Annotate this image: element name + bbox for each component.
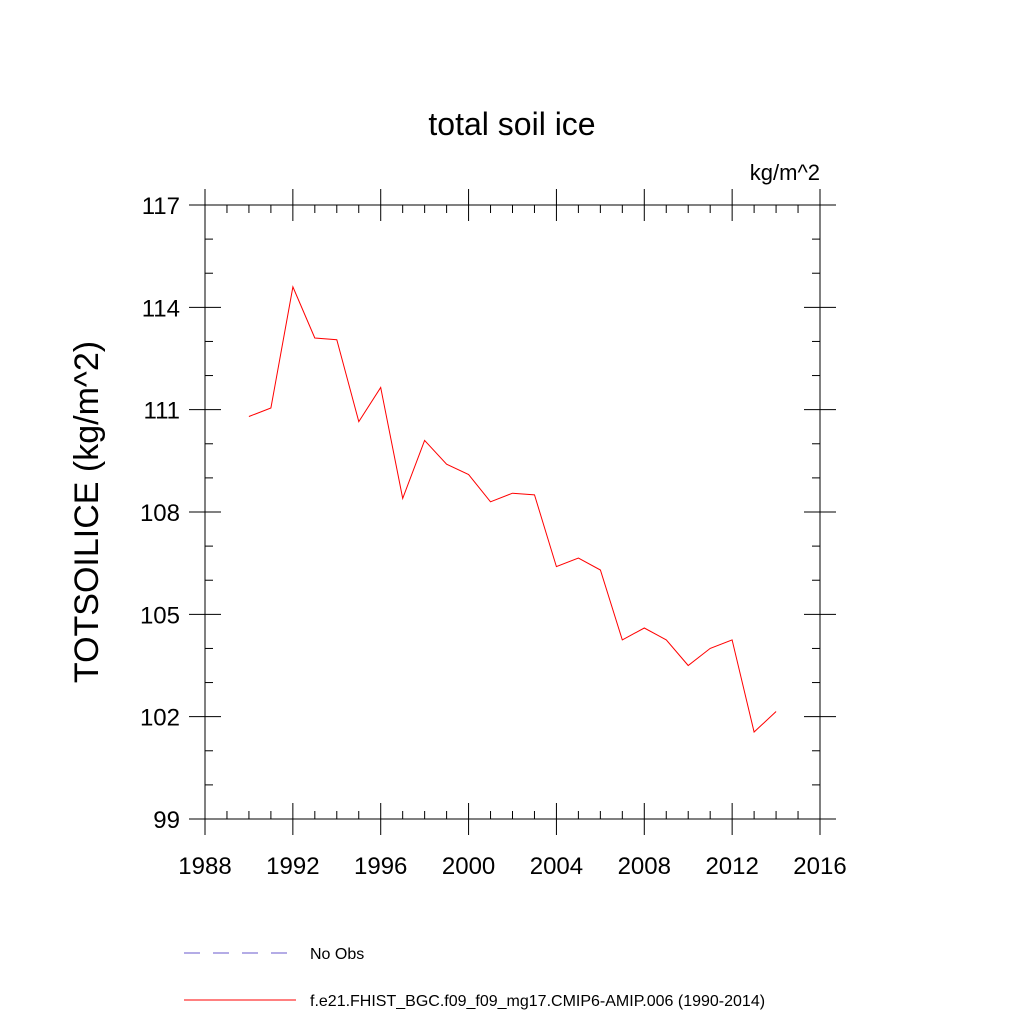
data-point bbox=[577, 557, 580, 560]
data-point bbox=[269, 406, 272, 409]
plot-frame-layer bbox=[204, 204, 821, 820]
y-tick-label: 111 bbox=[144, 398, 180, 425]
x-tick-label: 1988 bbox=[178, 853, 231, 880]
legend: No Obs f.e21.FHIST_BGC.f09_f09_mg17.CMIP… bbox=[184, 946, 765, 1010]
data-point bbox=[665, 638, 668, 641]
data-point bbox=[621, 638, 624, 641]
data-point bbox=[555, 565, 558, 568]
data-point bbox=[313, 337, 316, 340]
y-axis-label: TOTSOILICE (kg/m^2) bbox=[68, 341, 106, 683]
series-line bbox=[248, 285, 777, 733]
y-tick-label: 108 bbox=[140, 500, 180, 527]
data-point bbox=[687, 664, 690, 667]
data-point bbox=[511, 492, 514, 495]
legend-label-no-obs: No Obs bbox=[310, 946, 364, 963]
plot-frame bbox=[204, 204, 821, 820]
data-point bbox=[247, 415, 250, 418]
y-tick-label: 114 bbox=[142, 295, 180, 322]
data-point bbox=[357, 420, 360, 423]
x-tick-label: 2008 bbox=[618, 853, 671, 880]
data-point bbox=[467, 473, 470, 476]
y-tick-label: 117 bbox=[142, 193, 180, 220]
x-tick-label: 2012 bbox=[705, 853, 758, 880]
y-tick-label: 102 bbox=[140, 705, 180, 732]
series-layer bbox=[247, 285, 778, 734]
data-point bbox=[379, 386, 382, 389]
data-point bbox=[599, 568, 602, 571]
data-point bbox=[423, 439, 426, 442]
x-tick-label: 2000 bbox=[442, 853, 495, 880]
axes: 1988 1992 1996 2000 2004 2008 2012 2016 99 102 105… bbox=[140, 189, 847, 880]
x-tick-label: 2016 bbox=[793, 853, 846, 880]
x-tick-label: 2004 bbox=[530, 853, 583, 880]
data-point bbox=[401, 497, 404, 500]
data-point bbox=[291, 285, 294, 288]
data-point bbox=[445, 463, 448, 466]
data-point bbox=[753, 731, 756, 734]
data-point bbox=[775, 710, 778, 713]
data-point bbox=[335, 338, 338, 341]
data-point bbox=[709, 647, 712, 650]
legend-label-model: f.e21.FHIST_BGC.f09_f09_mg17.CMIP6-AMIP.… bbox=[310, 993, 765, 1010]
data-point bbox=[489, 500, 492, 503]
chart-title: total soil ice bbox=[428, 106, 595, 142]
y-tick-label: 105 bbox=[140, 602, 180, 629]
data-point bbox=[643, 626, 646, 629]
y-tick-label: 99 bbox=[153, 807, 180, 834]
units-label: kg/m^2 bbox=[750, 160, 820, 185]
x-tick-label: 1996 bbox=[354, 853, 407, 880]
x-tick-label: 1992 bbox=[266, 853, 319, 880]
data-point bbox=[533, 493, 536, 496]
data-point bbox=[731, 638, 734, 641]
